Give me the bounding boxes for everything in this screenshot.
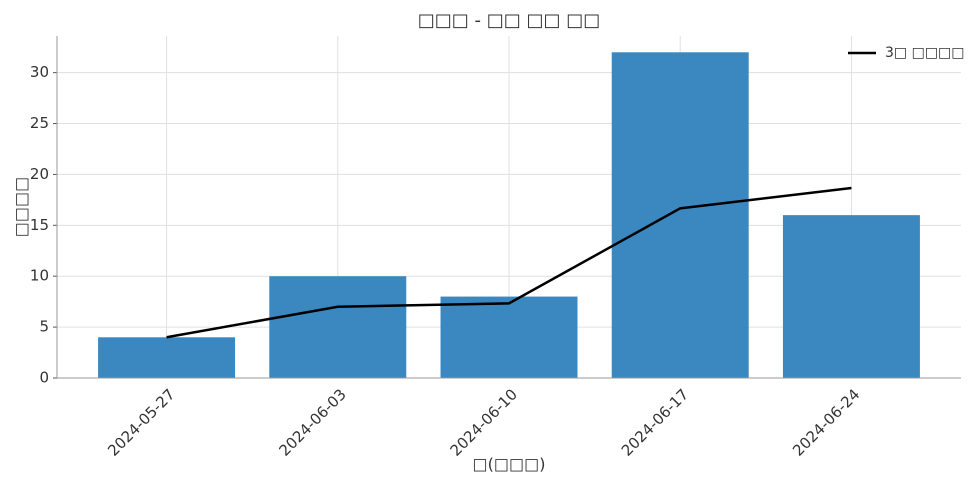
y-axis-label: □□□□ (12, 177, 31, 237)
bar (98, 337, 236, 378)
bar (782, 215, 920, 378)
x-tick-label: 2024-05-27 (104, 385, 178, 459)
line (166, 186, 852, 339)
legend-label: 3□ □□□□ (885, 45, 965, 61)
y-tick-label: 20 (30, 165, 49, 183)
y-tick-label: 30 (30, 63, 49, 81)
bar (440, 296, 578, 378)
chart-title: □□□ - □□ □□ □□ (418, 10, 600, 31)
y-tick-label: 10 (30, 267, 49, 285)
y-tick-label: 0 (39, 369, 49, 387)
x-axis-label: □(□□□) (473, 455, 546, 474)
y-tick-label: 5 (39, 318, 49, 336)
x-tick-label: 2024-06-03 (275, 385, 349, 459)
x-tick-label: 2024-06-24 (789, 385, 863, 459)
bar (611, 52, 749, 379)
y-tick-label: 15 (30, 216, 49, 234)
bar (269, 276, 407, 378)
x-tick-label: 2024-06-17 (618, 385, 692, 459)
x-tick-label: 2024-06-10 (447, 385, 521, 459)
y-tick-label: 25 (30, 114, 49, 132)
